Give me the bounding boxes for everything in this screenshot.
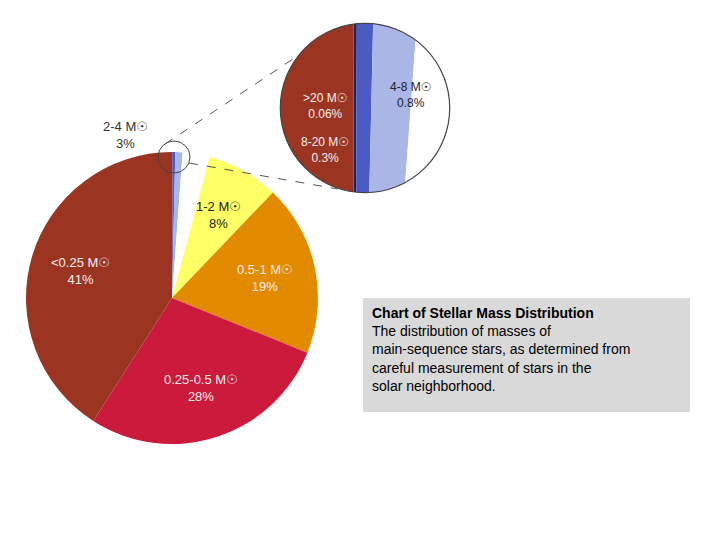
svg-text:0.5-1 M☉19%: 0.5-1 M☉19% bbox=[237, 262, 293, 294]
svg-text:2-4 M☉3%: 2-4 M☉3% bbox=[103, 119, 148, 151]
svg-text:Chart of Stellar Mass Distribu: Chart of Stellar Mass DistributionThe di… bbox=[372, 305, 630, 394]
svg-text:4-8 M☉0.8%: 4-8 M☉0.8% bbox=[390, 80, 431, 110]
svg-text:<0.25 M☉41%: <0.25 M☉41% bbox=[51, 255, 110, 287]
svg-text:>20 M☉0.06%: >20 M☉0.06% bbox=[303, 91, 347, 121]
svg-text:0.25-0.5 M☉28%: 0.25-0.5 M☉28% bbox=[164, 372, 238, 404]
svg-text:8-20 M☉0.3%: 8-20 M☉0.3% bbox=[301, 135, 349, 165]
svg-text:1-2 M☉8%: 1-2 M☉8% bbox=[196, 199, 241, 231]
